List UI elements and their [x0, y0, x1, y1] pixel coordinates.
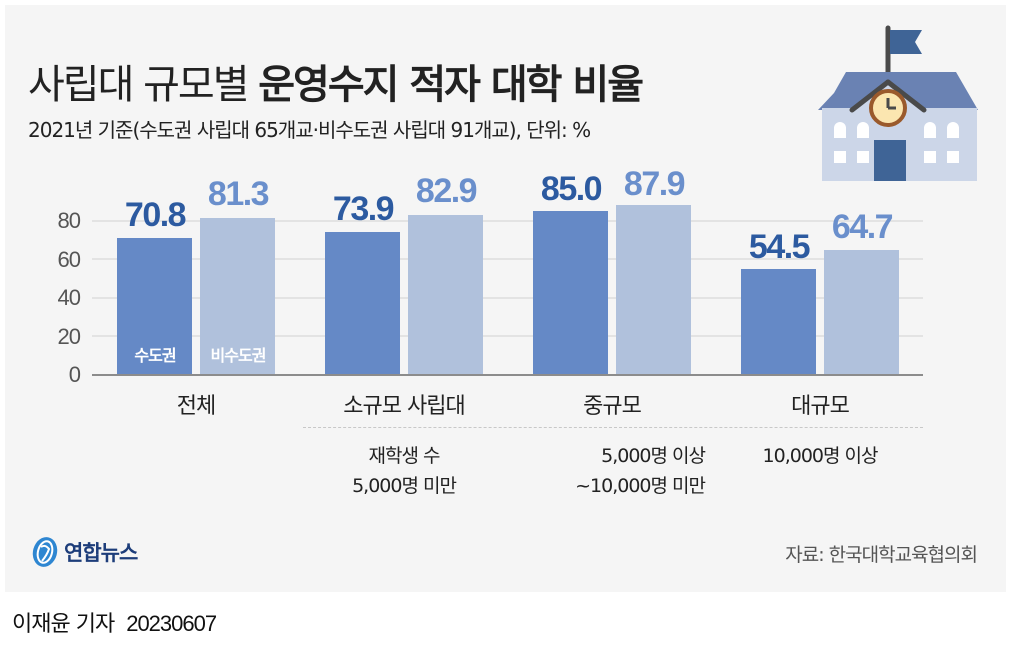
- gridline-40: [92, 297, 923, 299]
- value-total-capital: 70.8: [124, 196, 187, 234]
- note-small: 재학생 수 5,000명 미만: [314, 441, 494, 501]
- chart-title: 사립대 규모별 운영수지 적자 대학 비율: [28, 52, 644, 110]
- value-large-capital: 54.5: [748, 228, 811, 266]
- category-small: 소규모 사립대: [343, 394, 465, 419]
- gridline-60: [92, 258, 923, 260]
- value-medium-noncapital: 87.9: [623, 165, 686, 203]
- gridline-80: [92, 220, 923, 222]
- title-bold: 운영수지 적자 대학 비율: [258, 62, 644, 108]
- legend-noncapital: 비수도권: [210, 346, 267, 365]
- yonhap-logo-icon: [32, 537, 58, 567]
- yonhap-logo: 연합뉴스: [30, 535, 138, 569]
- note-large: 10,000명 이상: [730, 441, 910, 471]
- value-medium-capital: 85.0: [540, 170, 603, 208]
- note-large-line1: 10,000명 이상: [762, 445, 879, 467]
- value-large-noncapital: 64.7: [831, 208, 894, 246]
- note-medium-line2: ~10,000명 미만: [575, 475, 706, 497]
- legend-capital: 수도권: [134, 346, 176, 365]
- byline: 이재윤 기자 20230607: [12, 606, 217, 638]
- bar-total-noncapital: [200, 218, 275, 374]
- y-tick-0: 0: [68, 362, 81, 387]
- bar-large-capital: [741, 269, 816, 374]
- gridline-20: [92, 335, 923, 337]
- value-small-capital: 73.9: [332, 190, 395, 228]
- source-note: 자료: 한국대학교육협의회: [785, 544, 978, 566]
- y-tick-20: 20: [57, 324, 81, 349]
- logo-text: 연합뉴스: [64, 541, 138, 565]
- note-small-line2: 5,000명 미만: [352, 475, 457, 497]
- dashed-divider: [303, 427, 923, 428]
- y-tick-40: 40: [57, 285, 81, 310]
- bar-total-capital: [117, 238, 192, 374]
- bar-medium-noncapital: [616, 205, 691, 374]
- note-medium: 5,000명 이상 ~10,000명 미만: [520, 441, 706, 501]
- note-medium-line1: 5,000명 이상: [601, 445, 706, 467]
- y-tick-60: 60: [57, 247, 81, 272]
- y-tick-80: 80: [57, 208, 81, 233]
- value-small-noncapital: 82.9: [415, 172, 478, 210]
- category-large: 대규모: [791, 394, 850, 419]
- bar-small-capital: [325, 232, 400, 374]
- title-light: 사립대 규모별: [28, 62, 250, 108]
- category-total: 전체: [176, 394, 216, 419]
- byline-name: 이재윤 기자: [12, 612, 115, 637]
- value-total-noncapital: 81.3: [207, 175, 270, 213]
- byline-date: 20230607: [126, 611, 217, 636]
- x-axis-baseline: [92, 374, 923, 376]
- bar-small-noncapital: [408, 215, 483, 374]
- note-small-line1: 재학생 수: [368, 445, 441, 467]
- bar-large-noncapital: [824, 250, 899, 374]
- category-medium: 중규모: [583, 394, 642, 419]
- school-building-icon: [818, 25, 978, 181]
- chart-subtitle: 2021년 기준(수도권 사립대 65개교·비수도권 사립대 91개교), 단위…: [28, 118, 591, 142]
- bar-medium-capital: [533, 211, 608, 374]
